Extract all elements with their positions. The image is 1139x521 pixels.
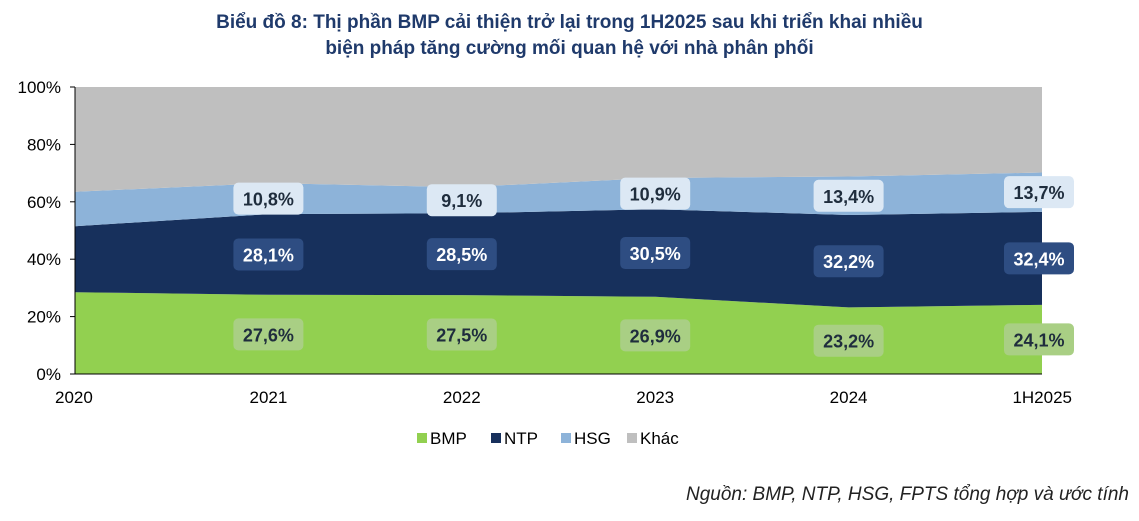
data-label-box-hsg [620, 177, 691, 210]
x-tick-label: 2023 [636, 388, 674, 407]
data-label-box-ntp [620, 237, 691, 270]
data-label-hsg: 13,7% [1013, 183, 1064, 203]
data-label-hsg: 13,4% [823, 187, 874, 207]
area-khác [75, 87, 1042, 192]
y-tick-label: 20% [27, 308, 61, 327]
data-label-bmp: 23,2% [823, 332, 874, 352]
data-label-ntp: 32,2% [823, 252, 874, 272]
data-label-box-hsg [233, 182, 304, 215]
y-tick-label: 100% [18, 78, 61, 97]
data-label-hsg: 10,8% [243, 190, 294, 210]
data-label-hsg: 9,1% [441, 191, 482, 211]
data-label-box-hsg [813, 179, 884, 212]
legend-swatch-ntp [491, 433, 501, 443]
data-label-box-ntp [1004, 242, 1074, 275]
data-label-box-hsg [1004, 176, 1074, 209]
data-label-bmp: 24,1% [1013, 330, 1064, 350]
source-note: Nguồn: BMP, NTP, HSG, FPTS tổng hợp và ư… [685, 484, 1129, 505]
area-bmp [75, 292, 1042, 374]
data-label-box-ntp [233, 238, 304, 271]
data-label-bmp: 27,6% [243, 325, 294, 345]
data-label-ntp: 28,5% [436, 245, 487, 265]
legend-swatch-bmp [417, 433, 427, 443]
data-label-box-bmp [620, 319, 691, 352]
data-label-ntp: 32,4% [1013, 249, 1064, 269]
legend-label-bmp: BMP [430, 429, 467, 448]
y-tick-label: 60% [27, 193, 61, 212]
data-label-box-bmp [233, 318, 304, 351]
data-labels-group: 27,6% 27,5% 26,9% 23,2% 24,1% 28,1% 28,5% 30,5%… [233, 176, 1074, 357]
x-tick-label: 2024 [830, 388, 868, 407]
data-label-box-bmp [426, 318, 497, 351]
y-tick-label: 40% [27, 250, 61, 269]
data-label-ntp: 28,1% [243, 245, 294, 265]
area-series-group [75, 87, 1042, 374]
area-ntp [75, 209, 1042, 308]
data-label-hsg: 10,9% [630, 185, 681, 205]
data-label-box-ntp [813, 245, 884, 278]
data-label-box-hsg [426, 184, 497, 217]
data-label-bmp: 27,5% [436, 326, 487, 346]
legend-label-hsg: HSG [574, 429, 611, 448]
legend-swatch-khác [627, 433, 637, 443]
axes-group: 0% 20% 40% 60% 80% 100% 2020 2021 2022 2023 2024 1H… [18, 78, 1072, 407]
y-tick-label: 0% [36, 365, 61, 384]
data-label-box-bmp [1004, 323, 1074, 356]
data-label-box-ntp [426, 238, 497, 271]
legend-swatch-hsg [561, 433, 571, 443]
y-tick-label: 80% [27, 135, 61, 154]
chart-title: Biểu đồ 8: Thị phần BMP cải thiện trở lạ… [0, 10, 1139, 62]
legend-label-khác: Khác [640, 429, 679, 448]
legend-label-ntp: NTP [504, 429, 538, 448]
chart-title-line-2: biện pháp tăng cường mối quan hệ với nhà… [325, 38, 814, 59]
x-tick-label: 2020 [55, 388, 93, 407]
chart-title-line-1: Biểu đồ 8: Thị phần BMP cải thiện trở lạ… [216, 12, 923, 33]
data-label-box-bmp [813, 324, 884, 357]
x-tick-label: 2021 [249, 388, 287, 407]
legend: BMP NTP HSG Khác [417, 429, 679, 448]
data-label-ntp: 30,5% [630, 244, 681, 264]
data-label-bmp: 26,9% [630, 326, 681, 346]
x-tick-label: 2022 [443, 388, 481, 407]
area-hsg [75, 172, 1042, 227]
x-tick-label: 1H2025 [1012, 388, 1072, 407]
